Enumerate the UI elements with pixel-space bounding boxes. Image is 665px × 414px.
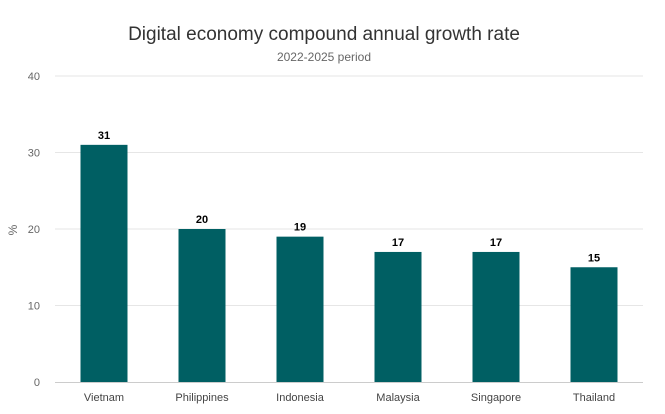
bar-vietnam [80,144,128,382]
y-tick-label: 40 [28,71,40,83]
bar-malaysia [374,251,422,382]
x-tick-label: Indonesia [276,392,325,404]
bar-thailand [570,267,618,382]
x-tick-label: Vietnam [84,392,124,404]
data-label: 31 [98,130,110,142]
bars [80,144,618,382]
y-tick-label: 0 [34,377,40,389]
x-tick-label: Singapore [471,392,521,404]
bar-indonesia [276,236,324,382]
data-label: 17 [490,237,502,249]
x-tick-label: Philippines [175,392,229,404]
y-axis-label: % [6,224,20,235]
bar-singapore [472,251,520,382]
y-tick-label: 20 [28,224,40,236]
chart-subtitle: 2022-2025 period [276,50,372,64]
x-tick-label: Thailand [573,392,615,404]
data-labels: 31 20 19 17 17 15 [98,130,600,264]
bar-philippines [178,229,226,382]
chart-title: Digital economy compound annual growth r… [128,24,520,45]
x-tick-label: Malaysia [376,392,420,404]
data-label: 15 [588,252,600,264]
y-axis-ticks: 0 10 20 30 40 [28,71,40,389]
data-label: 17 [392,237,404,249]
data-label: 19 [294,222,306,234]
grid-lines [55,75,643,306]
y-tick-label: 10 [28,301,40,313]
data-label: 20 [196,214,208,226]
y-tick-label: 30 [28,148,40,160]
x-axis-ticks: Vietnam Philippines Indonesia Malaysia Singa… [84,392,615,404]
